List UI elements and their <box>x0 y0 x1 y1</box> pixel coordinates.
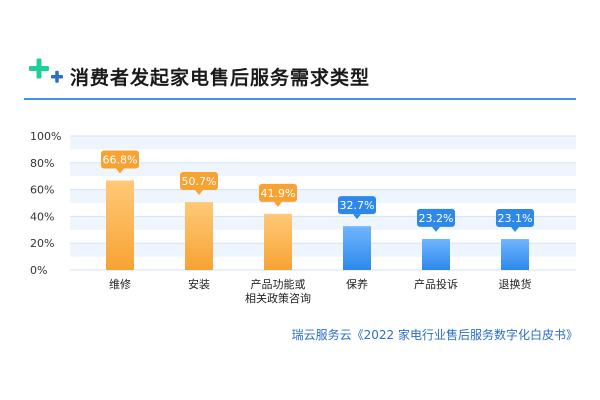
grid-band <box>70 189 576 203</box>
x-tick-label: 退换货 <box>499 277 532 291</box>
data-label-box <box>180 172 218 191</box>
y-tick-label: 80% <box>30 157 54 170</box>
bar <box>343 226 371 270</box>
data-label-box <box>417 208 455 227</box>
x-tick-label: 产品功能或相关政策咨询 <box>245 277 311 305</box>
data-label-pointer <box>353 214 361 220</box>
data-label: 23.2% <box>419 212 454 225</box>
y-tick-label: 60% <box>30 184 54 197</box>
grid-band <box>70 243 576 257</box>
bar <box>264 213 292 270</box>
data-label-box <box>101 150 139 169</box>
data-label-pointer <box>432 226 440 232</box>
grid-band <box>70 136 576 150</box>
data-label: 41.9% <box>261 187 296 200</box>
data-label: 23.1% <box>498 212 533 225</box>
bar-chart: 0% 20% 40% 60% 80% 100% 66.8% 维修 50.7% 安装 41.9% 产品功… <box>30 130 576 305</box>
x-tick-label: 产品投诉 <box>414 277 458 291</box>
bar <box>501 239 529 270</box>
bar <box>185 202 213 270</box>
data-label: 50.7% <box>182 175 217 188</box>
data-label-pointer <box>511 227 519 233</box>
data-label-pointer <box>116 168 124 174</box>
data-label-pointer <box>274 201 282 207</box>
x-tick-label: 保养 <box>346 277 368 291</box>
plus-icon <box>29 58 63 83</box>
x-tick-label: 安装 <box>188 277 210 291</box>
bar <box>422 238 450 270</box>
y-tick-label: 20% <box>30 237 54 250</box>
data-label-box <box>338 196 376 215</box>
data-label-box <box>259 183 297 202</box>
data-label: 32.7% <box>340 199 375 212</box>
title-divider <box>24 98 576 100</box>
y-tick-label: 40% <box>30 210 54 223</box>
data-label-pointer <box>195 190 203 196</box>
header: 消费者发起家电售后服务需求类型 <box>0 0 600 100</box>
y-tick-label: 0% <box>30 264 47 277</box>
data-label-box <box>496 209 534 228</box>
data-label: 66.8% <box>103 153 138 166</box>
y-tick-label: 100% <box>30 130 61 143</box>
chart-title: 消费者发起家电售后服务需求类型 <box>70 67 371 89</box>
grid-band <box>70 162 576 177</box>
source-note: 瑞云服务云《2022 家电行业售后服务数字化白皮书》 <box>291 328 578 342</box>
x-tick-label: 维修 <box>109 277 131 291</box>
bar <box>106 180 134 270</box>
